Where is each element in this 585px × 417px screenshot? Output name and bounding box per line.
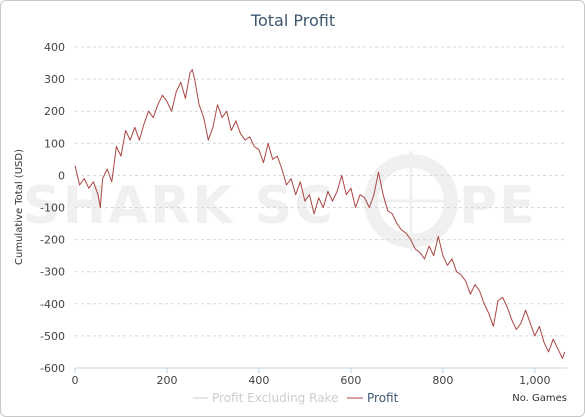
y-tick-label: -600 [40,362,65,375]
y-tick-label: 100 [44,137,65,150]
legend-label-profit: Profit [367,391,399,405]
series-line-profit [74,69,566,359]
y-tick-label: 400 [44,41,65,54]
x-tick-label: 0 [72,374,79,387]
series-layer [74,69,566,359]
y-tick-label: -200 [40,234,65,247]
y-axis-ticks: 400 300 200 100 0 -100 -200 -300 -400 -500 -600 [40,41,65,375]
watermark-text-right: PE [459,176,537,236]
x-axis-title: No. Games [512,393,567,404]
y-tick-label: 200 [44,105,65,118]
y-tick-label: -300 [40,266,65,279]
legend: Profit Excluding Rake Profit [193,391,399,405]
chart-title: Total Profit [250,11,335,30]
x-tick-label: 600 [340,374,361,387]
x-tick-label: 800 [432,374,453,387]
watermark-logo: SHARK SC PE [23,151,537,251]
legend-item-profit-excluding-rake[interactable]: Profit Excluding Rake [193,391,338,405]
y-tick-label: -100 [40,202,65,215]
x-axis: 0 200 400 600 800 1,000 [72,367,567,387]
y-axis-title: Cumulative Total (USD) [14,149,25,265]
legend-label-profit-excluding-rake: Profit Excluding Rake [212,391,338,405]
y-tick-label: -500 [40,330,65,343]
y-tick-label: 300 [44,73,65,86]
legend-item-profit[interactable]: Profit [347,391,399,405]
x-tick-label: 1,000 [519,374,551,387]
watermark-text-left: SHARK SC [23,176,334,236]
x-tick-label: 200 [156,374,177,387]
x-tick-label: 400 [248,374,269,387]
y-tick-label: -400 [40,298,65,311]
y-tick-label: 0 [58,169,65,182]
